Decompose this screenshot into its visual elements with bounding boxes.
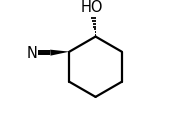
Polygon shape	[50, 50, 69, 56]
Text: N: N	[26, 46, 37, 61]
Text: HO: HO	[80, 0, 103, 15]
